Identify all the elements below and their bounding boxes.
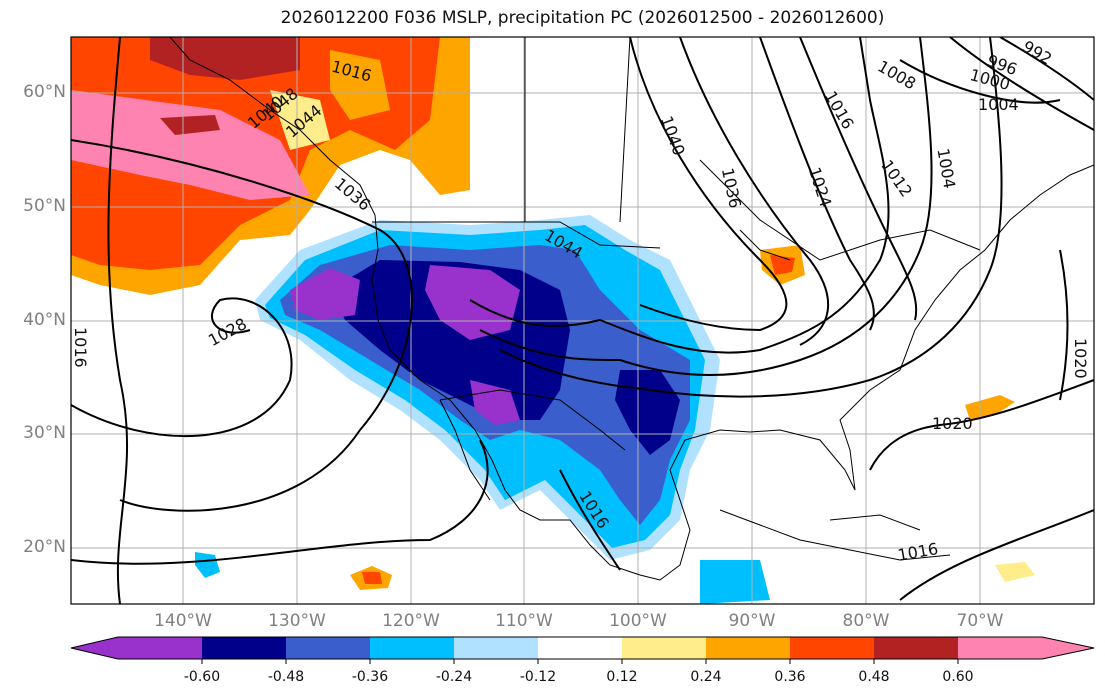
lat-label: 20°N [23, 537, 66, 557]
isobar-label: 1020 [1071, 338, 1090, 379]
lon-label: 80°W [842, 611, 890, 631]
gridlines [71, 37, 1094, 604]
colorbar-tick-label: -0.12 [519, 669, 557, 685]
isobar-label: 1020 [932, 414, 973, 433]
isobar-label: 1004 [978, 95, 1019, 114]
lon-label: 130°W [268, 611, 326, 631]
lat-label: 60°N [23, 82, 66, 102]
colorbar-swatch [958, 637, 1042, 659]
colorbar-swatch [706, 637, 790, 659]
colorbar-swatch [118, 637, 202, 659]
colorbar-swatch [538, 637, 622, 659]
coastlines [169, 37, 1094, 581]
positive-anomaly-small-blobs [350, 146, 1035, 590]
lat-label: 40°N [23, 310, 66, 330]
lon-label: 70°W [956, 611, 1004, 631]
colorbar-tick-label: 0.48 [858, 669, 890, 685]
lon-label: 100°W [609, 611, 667, 631]
colorbar-swatch [286, 637, 370, 659]
map-frame [70, 36, 1095, 605]
colorbar-swatch [874, 637, 958, 659]
colorbar-tick-label: -0.24 [435, 669, 473, 685]
colorbar-tick-label: 0.60 [942, 669, 974, 685]
lon-label: 120°W [382, 611, 440, 631]
negative-anomaly-region [195, 215, 770, 604]
colorbar-swatch [202, 637, 286, 659]
colorbar-swatch [454, 637, 538, 659]
colorbar-tick-label: 0.24 [690, 669, 722, 685]
colorbar-tick-label: -0.48 [267, 669, 305, 685]
figure-title: 2026012200 F036 MSLP, precipitation PC (… [280, 8, 885, 28]
colorbar-swatch [790, 637, 874, 659]
lon-label: 140°W [154, 611, 212, 631]
colorbar-tick-label: -0.36 [351, 669, 389, 685]
positive-anomaly-region-pacific [71, 37, 470, 295]
colorbar-extend-right [1042, 637, 1094, 659]
isobar-label: 1016 [71, 327, 90, 368]
colorbar-tick-label: 0.36 [774, 669, 806, 685]
lon-label: 90°W [728, 611, 776, 631]
colorbar-extend-left [71, 637, 118, 659]
colorbar-tick-label: 0.12 [606, 669, 638, 685]
colorbar-tick-label: -0.60 [183, 669, 221, 685]
map-area: 1016 1028 1044 1040 1036 1024 1016 1008 … [71, 37, 1094, 604]
isobars [71, 37, 1094, 604]
colorbar-swatch [622, 637, 706, 659]
lat-label: 50°N [23, 196, 66, 216]
lon-label: 110°W [495, 611, 553, 631]
colorbar [70, 636, 1095, 664]
colorbar-swatch [370, 637, 454, 659]
colorbar-outline [70, 636, 1095, 660]
lat-label: 30°N [23, 423, 66, 443]
